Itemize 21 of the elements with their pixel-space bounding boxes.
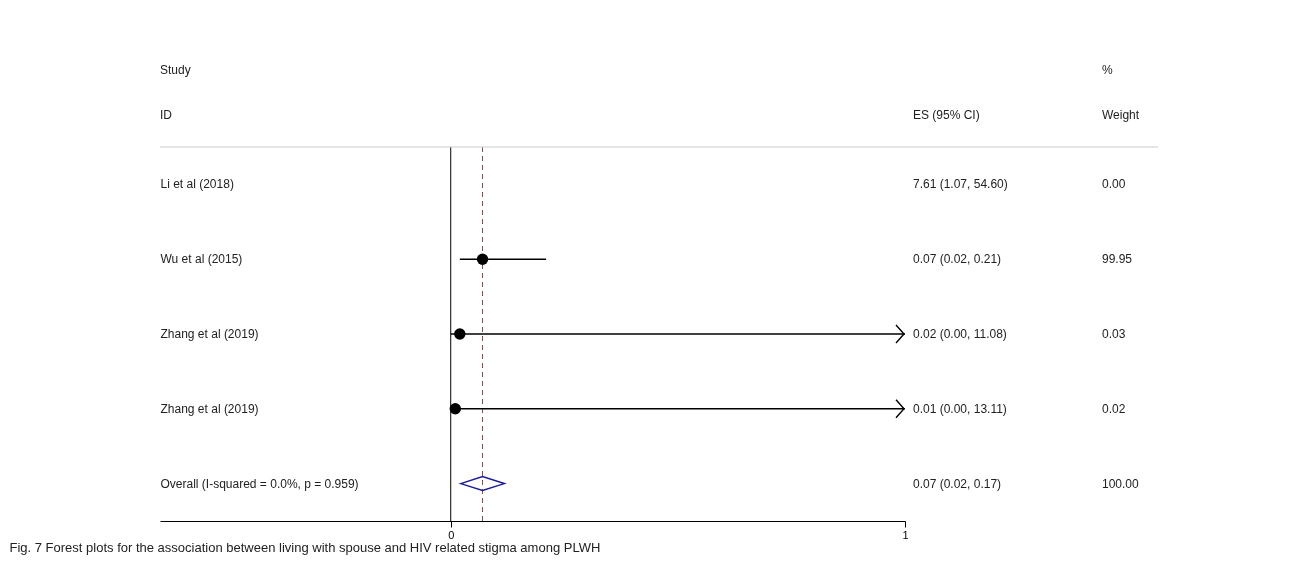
text: 0.07 (0.02, 0.17): [913, 476, 1002, 491]
y-tick-label: Zhang et al (2019): [160, 401, 259, 416]
text: 0.07 (0.02, 0.21): [913, 252, 1002, 267]
x-tick-label: 0: [448, 528, 455, 541]
text: 0.03: [1102, 327, 1126, 341]
text: Study ID: [160, 63, 191, 122]
text: % Weight: [1102, 63, 1140, 122]
text: 0.02: [1102, 401, 1126, 416]
text: 0.02 (0.00, 11.08): [913, 327, 1007, 341]
text: 100.00: [1102, 476, 1140, 491]
text: ES (95% CI): [913, 108, 980, 122]
text: 0.01 (0.00, 13.11): [913, 401, 1007, 416]
text: 99.95: [1102, 252, 1133, 267]
y-tick-label: Wu et al (2015): [160, 252, 243, 267]
text: 7.61 (1.07, 54.60): [913, 177, 1008, 192]
x-tick-label: 1: [902, 528, 909, 541]
y-tick-label: Zhang et al (2019): [160, 327, 259, 341]
y-tick-label: Overall (I-squared = 0.0%, p = 0.959): [160, 476, 359, 491]
y-tick-label: Li et al (2018): [160, 177, 234, 192]
text: 0.00: [1102, 177, 1126, 192]
text: Fig. 7 Forest plots for the association between living with spouse and HIV related stigma among PLWH: [9, 540, 601, 555]
